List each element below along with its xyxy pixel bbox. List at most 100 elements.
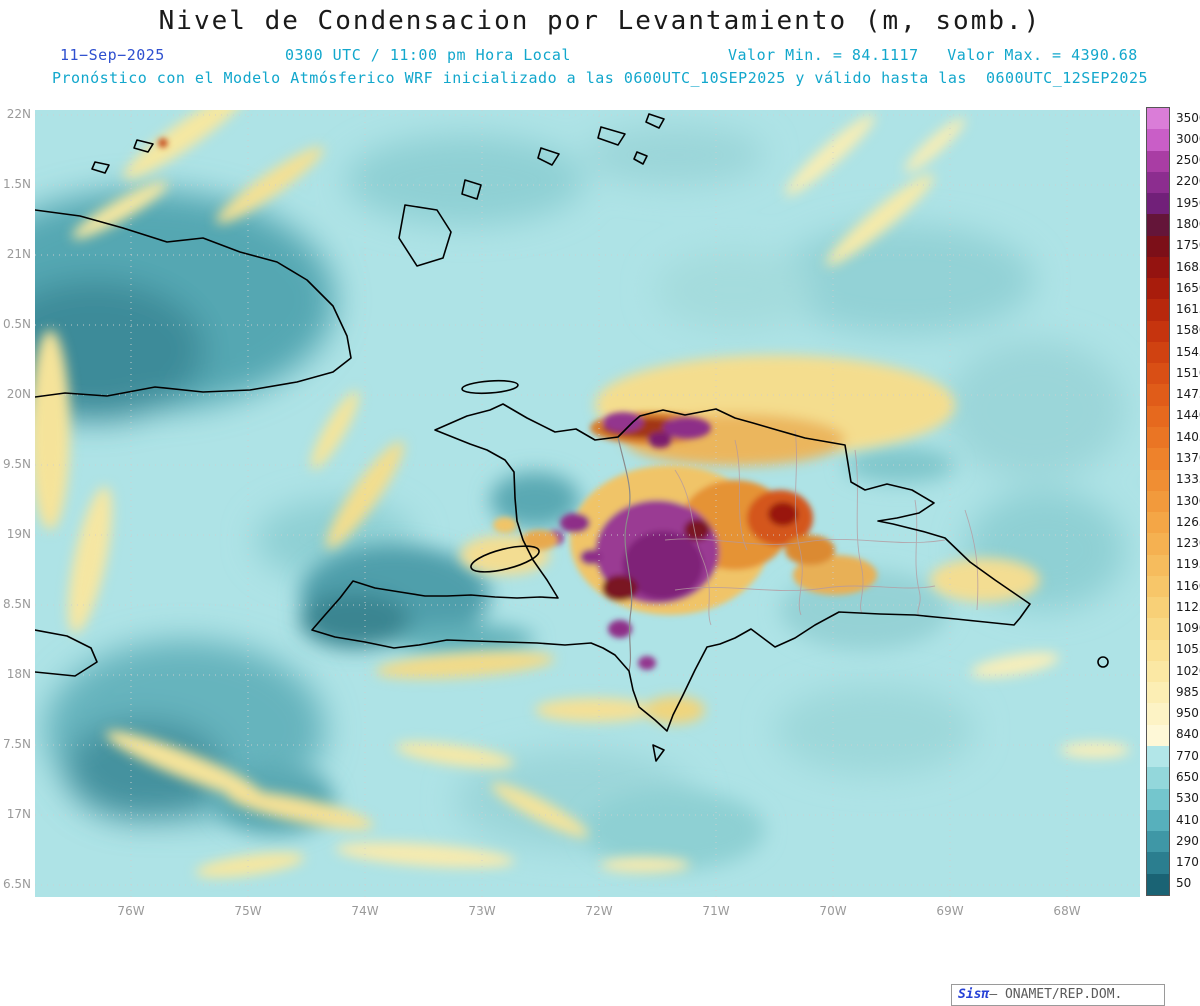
legend-value: 650	[1176, 770, 1199, 784]
y-axis-label: 1.5N	[2, 177, 31, 191]
legend-cell	[1147, 150, 1169, 172]
legend-value: 50	[1176, 876, 1192, 891]
beata-island	[652, 744, 665, 762]
legend-value: 290	[1176, 833, 1199, 848]
great-inagua-island	[398, 204, 452, 267]
legend-value: 1580	[1176, 323, 1200, 338]
legend-cell	[1147, 512, 1169, 534]
legend-value: 840	[1176, 727, 1199, 742]
legend-value: 1750	[1176, 238, 1200, 253]
haiti-dr-border	[617, 436, 633, 672]
x-axis-label: 70W	[819, 904, 847, 918]
watermark-brand: Sisπ	[958, 987, 990, 1002]
legend-cell	[1147, 575, 1169, 598]
watermark-org: – ONAMET/REP.DOM.	[989, 987, 1123, 1002]
caicos-island-2	[597, 126, 626, 146]
province-boundaries	[664, 429, 979, 626]
legend-value: 1650	[1176, 280, 1200, 295]
legend-cell	[1147, 363, 1169, 385]
legend-value: 2200	[1176, 174, 1200, 189]
legend-cell	[1147, 788, 1169, 810]
legend-cell	[1147, 320, 1169, 342]
latitude-axis: 22N 1.5N 21N 0.5N 20N 9.5N 19N 8.5N 18N 7.5N 17N 6.…	[0, 0, 31, 927]
legend-value: 3000	[1176, 131, 1200, 146]
legend-cell	[1147, 533, 1169, 555]
legend-value: 1615	[1176, 302, 1200, 317]
y-axis-label: 9.5N	[2, 457, 31, 471]
yellow-streaks	[30, 90, 1130, 878]
legend-cell	[1147, 745, 1169, 768]
weather-map: Sisπ– ONAMET/REP.DOM.	[0, 90, 1165, 1006]
legend-value: 410	[1176, 812, 1199, 827]
legend-cell	[1147, 469, 1169, 491]
legend-value: 530	[1176, 791, 1199, 806]
legend-cell	[1147, 597, 1169, 619]
little-inagua-island	[461, 179, 482, 200]
forecast-subtitle: Pronóstico con el Modelo Atmósferico WRF…	[51, 69, 1149, 87]
hispaniola-coastline	[311, 403, 1031, 732]
y-axis-label: 0.5N	[2, 317, 31, 331]
legend-cell	[1147, 554, 1169, 576]
legend-value: 1335	[1176, 472, 1200, 487]
legend-cell	[1147, 448, 1169, 470]
min-max-values: Valor Min. = 84.1117 Valor Max. = 4390.6…	[728, 46, 1138, 64]
legend-value: 1055	[1176, 642, 1200, 657]
legend-value: 1440	[1176, 408, 1200, 423]
x-axis-label: 75W	[234, 904, 262, 918]
page-title: Nivel de Condensacion por Levantamiento …	[158, 6, 1042, 36]
coastlines	[34, 113, 1109, 762]
watermark: Sisπ– ONAMET/REP.DOM.	[951, 984, 1165, 1006]
legend-cell	[1147, 108, 1169, 130]
legend-cell	[1147, 831, 1169, 853]
y-axis-label: 20N	[6, 387, 31, 401]
longitude-axis: 76W 75W 74W 73W 72W 71W 70W 69W 68W	[35, 904, 1140, 922]
legend-cell	[1147, 873, 1169, 895]
x-axis-label: 73W	[468, 904, 496, 918]
legend-cell	[1147, 299, 1169, 321]
legend-value: 1475	[1176, 387, 1200, 402]
x-axis-label: 71W	[702, 904, 730, 918]
legend-value: 2500	[1176, 153, 1200, 168]
y-axis-label: 6.5N	[2, 877, 31, 891]
legend-value: 1300	[1176, 493, 1200, 508]
y-axis-label: 7.5N	[2, 737, 31, 751]
legend-value: 1195	[1176, 557, 1200, 572]
gonave-island	[470, 545, 540, 573]
legend-cell	[1147, 724, 1169, 746]
legend-value: 1545	[1176, 344, 1200, 359]
legend-cell	[1147, 129, 1169, 151]
x-axis-label: 74W	[351, 904, 379, 918]
legend-cell	[1147, 341, 1169, 364]
x-axis-label: 69W	[936, 904, 964, 918]
legend-value: 1160	[1176, 578, 1200, 593]
caicos-island-1	[537, 147, 560, 166]
legend-cell	[1147, 618, 1169, 640]
caicos-island-3	[645, 113, 665, 129]
legend-value: 950	[1176, 706, 1199, 721]
y-axis-label: 22N	[6, 107, 31, 121]
valid-date: 11−Sep−2025	[60, 46, 165, 64]
y-axis-label: 19N	[6, 527, 31, 541]
legend-value: 1685	[1176, 259, 1200, 274]
bahamas-cay-1	[91, 161, 110, 174]
legend-value: 170	[1176, 855, 1199, 870]
jamaica-coastline	[34, 629, 98, 677]
legend-cell	[1147, 384, 1169, 406]
lcl-field-map	[0, 90, 1140, 897]
legend-value: 3500	[1176, 110, 1200, 125]
tortuga-island	[461, 379, 519, 395]
legend-cell	[1147, 639, 1169, 661]
legend-cell	[1147, 767, 1169, 789]
x-axis-label: 68W	[1053, 904, 1081, 918]
legend-cell	[1147, 852, 1169, 874]
legend-value: 1510	[1176, 365, 1200, 380]
legend-cell	[1147, 703, 1169, 725]
legend-value: 1090	[1176, 621, 1200, 636]
legend-cell	[1147, 660, 1169, 683]
grid-lines	[35, 110, 1140, 897]
legend-cell	[1147, 214, 1169, 236]
legend-cell	[1147, 256, 1169, 279]
turks-island	[633, 151, 648, 165]
y-axis-label: 8.5N	[2, 597, 31, 611]
legend-cell	[1147, 278, 1169, 300]
